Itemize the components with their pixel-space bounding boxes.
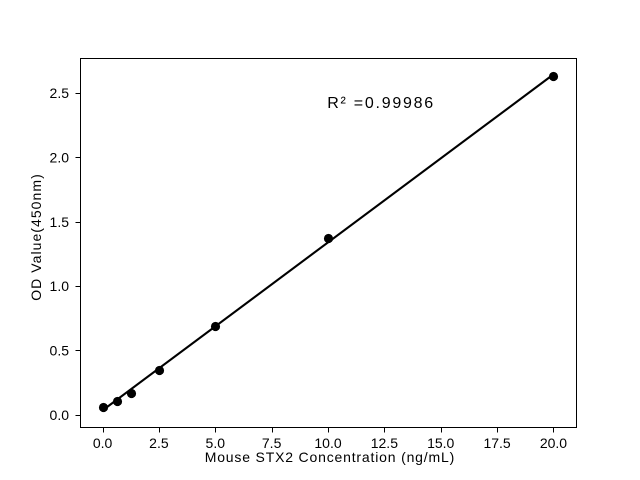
svg-text:15.0: 15.0 xyxy=(427,435,454,451)
svg-text:5.0: 5.0 xyxy=(206,435,226,451)
svg-text:10.0: 10.0 xyxy=(314,435,341,451)
svg-text:7.5: 7.5 xyxy=(262,435,282,451)
svg-text:1.5: 1.5 xyxy=(50,214,70,230)
svg-text:2.5: 2.5 xyxy=(149,435,169,451)
svg-text:17.5: 17.5 xyxy=(483,435,510,451)
svg-text:12.5: 12.5 xyxy=(371,435,398,451)
svg-text:0.0: 0.0 xyxy=(93,435,113,451)
svg-text:0.0: 0.0 xyxy=(50,407,70,423)
svg-text:1.0: 1.0 xyxy=(50,278,70,294)
svg-text:OD Value(450nm): OD Value(450nm) xyxy=(28,173,44,301)
svg-text:20.0: 20.0 xyxy=(540,435,567,451)
svg-text:2.5: 2.5 xyxy=(50,85,70,101)
svg-text:Mouse STX2 Concentration (ng/m: Mouse STX2 Concentration (ng/mL) xyxy=(205,449,455,465)
svg-text:R² =0.99986: R² =0.99986 xyxy=(327,95,435,112)
svg-text:0.5: 0.5 xyxy=(50,343,70,359)
svg-text:2.0: 2.0 xyxy=(50,149,70,165)
